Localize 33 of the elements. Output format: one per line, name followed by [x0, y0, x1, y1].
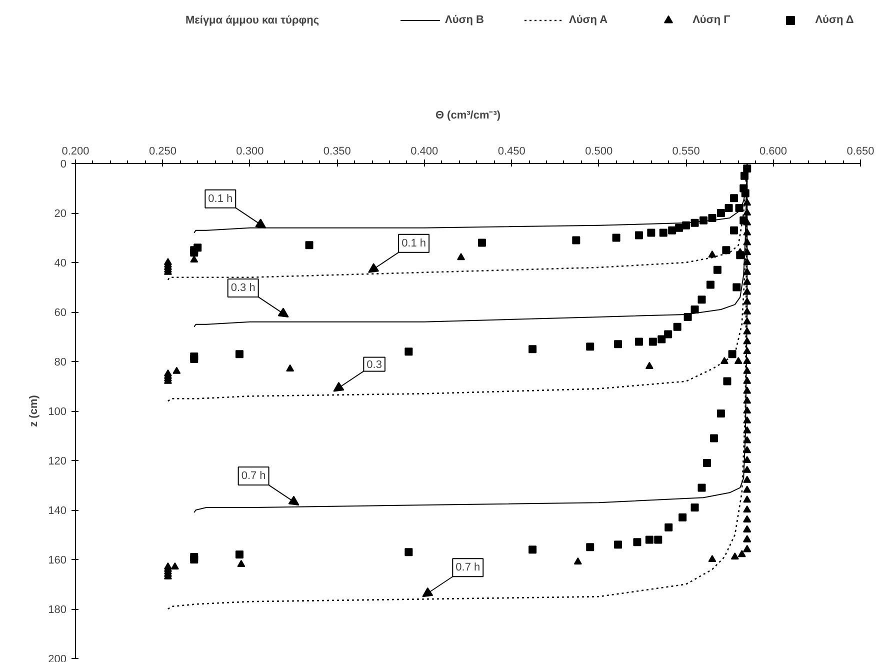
x-tick-label: 0.500 — [585, 146, 613, 158]
x-tick-label: 0.600 — [760, 146, 788, 158]
annotation: 0.7 h — [241, 470, 266, 482]
y-tick-label: 80 — [54, 356, 67, 368]
annotation: 0.3 h — [230, 282, 256, 294]
y-tick-label: 40 — [54, 258, 67, 270]
y-axis-title: z (cm) — [28, 394, 40, 427]
y-tick-label: 60 — [54, 307, 67, 319]
legend-label: Λύση Γ — [692, 14, 730, 26]
y-tick-label: 0 — [60, 158, 67, 170]
x-tick-label: 0.450 — [498, 146, 526, 158]
x-axis-title: Θ (cm³/cm⁻³) — [435, 110, 501, 122]
annotation: 0.7 h — [456, 562, 480, 574]
y-tick-label: 140 — [48, 505, 67, 517]
x-tick-label: 0.650 — [846, 146, 874, 158]
y-tick-label: 120 — [48, 456, 67, 468]
x-tick-label: 0.400 — [410, 146, 438, 158]
x-tick-label: 0.250 — [148, 146, 176, 158]
y-tick-label: 180 — [48, 604, 67, 616]
y-tick-label: 100 — [48, 406, 67, 418]
x-tick-label: 0.550 — [672, 146, 700, 158]
x-tick-label: 0.350 — [323, 146, 351, 158]
y-tick-label: 160 — [48, 554, 67, 566]
annotation: 0.3 — [366, 359, 382, 372]
x-tick-label: 0.300 — [236, 146, 264, 158]
legend-label: Λύση Α — [568, 14, 608, 26]
x-tick-label: 0.200 — [62, 146, 90, 158]
y-tick-label: 20 — [54, 208, 67, 220]
annotation: 0.1 h — [208, 192, 233, 205]
legend-label: Λύση Δ — [815, 14, 854, 26]
legend-title: Μείγμα άμμου και τύρφης — [186, 14, 320, 26]
annotation: 0.1 h — [402, 237, 426, 250]
legend-label: Λύση Β — [445, 14, 484, 26]
